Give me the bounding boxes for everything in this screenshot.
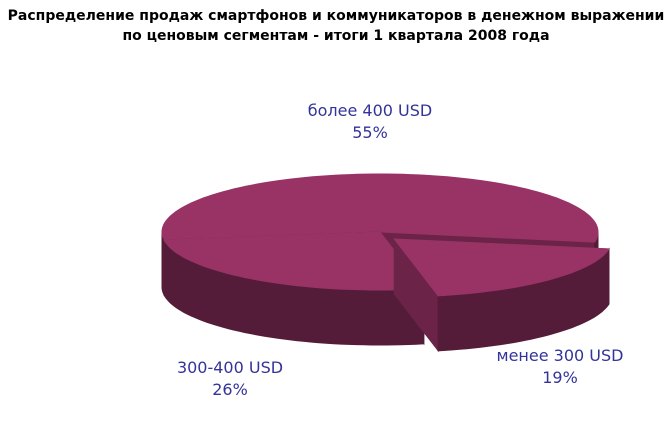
data-label: более 400 USD 55%	[300, 100, 440, 144]
value-label: 55%	[352, 123, 388, 142]
data-label: 300-400 USD 26%	[155, 357, 305, 401]
chart-title: Распределение продаж смартфонов и коммун…	[7, 8, 665, 44]
category-label: 300-400 USD	[176, 358, 284, 377]
value-label: 26%	[212, 380, 248, 399]
category-label: более 400 USD	[307, 101, 433, 120]
slice	[393, 238, 610, 297]
slice	[161, 173, 599, 243]
category-label: менее 300 USD	[496, 346, 624, 365]
slice	[163, 231, 425, 291]
value-label: 19%	[542, 368, 578, 387]
data-label: менее 300 USD 19%	[495, 345, 625, 389]
